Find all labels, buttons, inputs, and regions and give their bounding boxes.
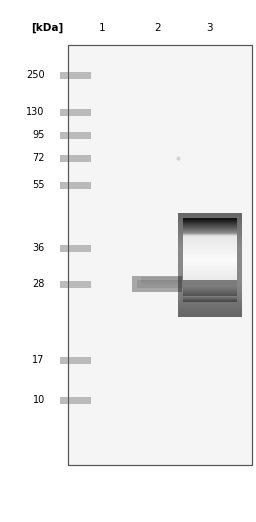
Bar — [60, 357, 91, 363]
Text: 36: 36 — [33, 243, 45, 253]
Bar — [141, 276, 191, 277]
Bar — [60, 72, 91, 78]
Bar — [60, 155, 91, 161]
Text: 72: 72 — [32, 153, 45, 163]
Bar — [60, 280, 91, 288]
Bar — [60, 109, 91, 115]
Bar — [141, 278, 191, 279]
Bar — [141, 279, 191, 280]
Bar — [68, 45, 252, 465]
Bar — [141, 281, 191, 282]
Bar — [141, 283, 191, 284]
Text: 3: 3 — [207, 23, 213, 33]
Bar — [141, 278, 191, 279]
Text: 2: 2 — [154, 23, 161, 33]
Bar — [141, 280, 191, 281]
Bar — [60, 244, 91, 252]
Text: 1: 1 — [99, 23, 106, 33]
Text: 17: 17 — [33, 355, 45, 365]
Bar — [141, 280, 191, 281]
Bar — [141, 284, 191, 285]
Bar — [60, 182, 91, 188]
Text: 95: 95 — [33, 130, 45, 140]
Bar — [68, 45, 252, 465]
Text: 28: 28 — [33, 279, 45, 289]
Text: 10: 10 — [33, 395, 45, 405]
Bar — [60, 397, 91, 404]
Text: 55: 55 — [32, 180, 45, 190]
Bar — [60, 132, 91, 138]
Bar — [137, 280, 187, 288]
Text: 130: 130 — [26, 107, 45, 117]
Bar — [141, 282, 191, 283]
Bar — [141, 282, 191, 284]
Text: [kDa]: [kDa] — [31, 23, 63, 33]
Text: 250: 250 — [26, 70, 45, 80]
Bar — [141, 277, 191, 278]
